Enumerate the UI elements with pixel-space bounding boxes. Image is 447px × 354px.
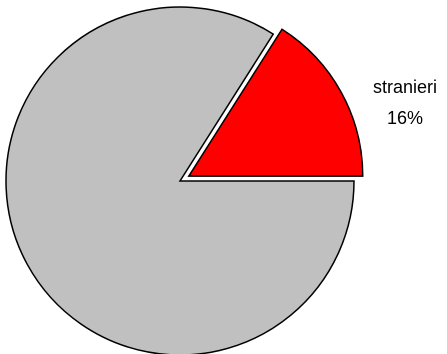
pie-labels: stranieri 16% <box>373 77 437 128</box>
pie-slices <box>5 6 364 354</box>
slice-label-stranieri-percent: 16% <box>387 108 423 128</box>
pie-slice-other <box>5 6 355 354</box>
pie-slice-stranieri <box>187 28 364 177</box>
slice-label-stranieri-name: stranieri <box>373 77 437 97</box>
